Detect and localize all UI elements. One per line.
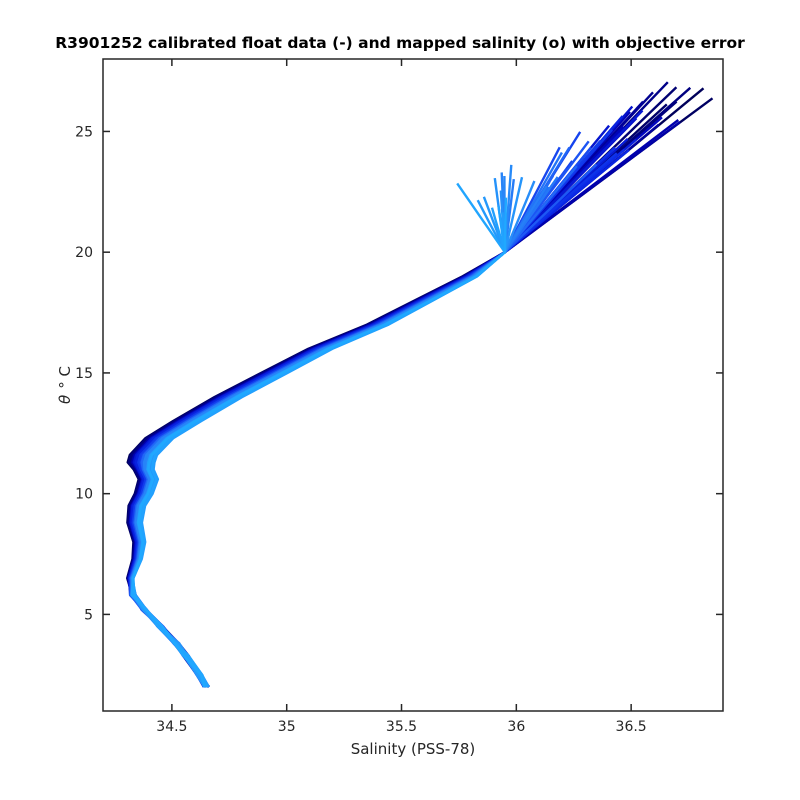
- profile-line: [131, 197, 508, 688]
- x-axis-label: Salinity (PSS-78): [351, 740, 476, 758]
- profile-line: [129, 175, 555, 688]
- profile-series-group: [125, 81, 714, 688]
- profile-line: [130, 175, 507, 688]
- profile-line: [130, 181, 551, 688]
- tick-group: 34.5 35 35.5 36 36.5 5 10 15 20 25: [75, 59, 723, 735]
- profile-line: [131, 176, 524, 688]
- y-tick-label: 5: [84, 607, 93, 623]
- profile-line: [131, 207, 507, 688]
- plot-frame: [102, 58, 724, 712]
- profile-line: [129, 163, 598, 688]
- profile-line: [126, 97, 714, 688]
- profile-line: [131, 196, 507, 688]
- y-axis-label: θ ° C: [56, 366, 74, 404]
- chart-title: R3901252 calibrated float data (-) and m…: [55, 34, 745, 52]
- profile-line: [130, 178, 515, 688]
- y-tick-label: 25: [75, 124, 93, 140]
- y-axis-label-symbol: θ: [56, 395, 74, 404]
- profile-line: [130, 185, 548, 688]
- y-axis-label-unit: ° C: [56, 366, 74, 389]
- x-tick-label: 36: [507, 719, 525, 735]
- profile-line: [126, 100, 678, 688]
- profile-line: [125, 87, 705, 688]
- profile-line: [129, 173, 555, 688]
- profile-line: [130, 176, 559, 688]
- profile-line: [131, 177, 507, 688]
- y-tick-label: 10: [75, 487, 93, 503]
- y-tick-label: 15: [75, 366, 93, 382]
- x-tick-label: 35: [278, 719, 296, 735]
- profile-line: [131, 190, 507, 688]
- profile-line: [131, 199, 507, 688]
- x-tick-label: 35.5: [386, 719, 417, 735]
- x-tick-label: 36.5: [616, 719, 647, 735]
- x-tick-label: 34.5: [156, 719, 187, 735]
- svg-text:θ° C: θ ° C: [56, 366, 74, 404]
- profile-line: [132, 205, 507, 688]
- profile-line: [130, 180, 536, 688]
- profile-line: [129, 186, 550, 688]
- profile-line: [130, 182, 507, 688]
- y-tick-label: 20: [75, 245, 93, 261]
